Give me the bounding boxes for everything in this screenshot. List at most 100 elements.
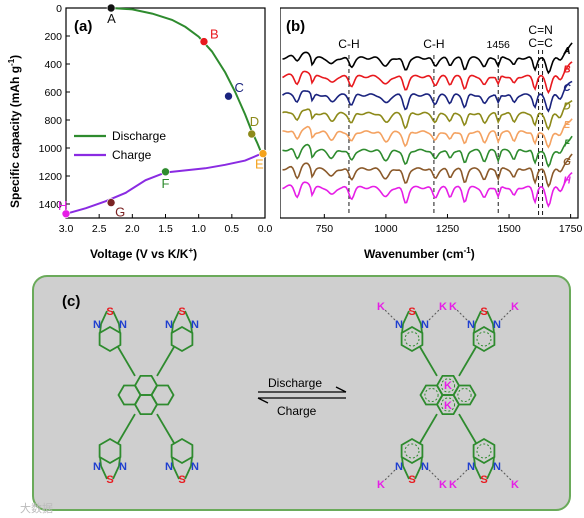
legend-charge-label: Charge [112, 148, 152, 162]
x-tick-label: 1.5 [158, 223, 173, 235]
scheme-panel-label: (c) [62, 293, 80, 310]
spectrum-label-e: E [564, 120, 571, 131]
chart-a-legend: Discharge Charge [74, 129, 166, 162]
band-label: C=N [528, 23, 552, 37]
band-label: C=C [528, 36, 553, 50]
x-tick-label: 0.0 [258, 223, 273, 235]
nitrogen-atom: N [421, 319, 429, 331]
sulfur-atom: S [106, 474, 113, 486]
thiadiazole-bond [184, 310, 192, 325]
aryl-linker-bond [156, 413, 175, 444]
point-e-marker [258, 149, 268, 158]
spectrum-b [282, 61, 573, 95]
spectrum-h [282, 171, 573, 208]
aryl-linker-bond [419, 413, 438, 444]
delocalized-ring [476, 331, 492, 347]
potassium-atom: K [377, 301, 385, 313]
point-c-marker [224, 91, 233, 101]
thiadiazole-bond [420, 323, 423, 334]
pyrene-ring [117, 384, 142, 406]
thiadiazole-bond [401, 323, 404, 334]
sulfur-atom: S [480, 306, 487, 318]
thiadiazole-bond [172, 465, 180, 480]
delocalized-ring [440, 397, 456, 412]
y-tick-label: 1400 [39, 199, 63, 211]
thiadiazole-bond [184, 465, 192, 480]
y-tick-label: 0 [56, 3, 62, 15]
nitrogen-atom: N [467, 461, 475, 473]
potassium-atom: K [511, 479, 519, 491]
band-label: C-H [423, 37, 444, 51]
thiadiazole-bond [100, 310, 108, 325]
aryl-linker-bond [419, 346, 438, 377]
spectrum-label-g: G [563, 157, 571, 168]
chart-a-x-ticks: 3.0 2.5 2.0 1.5 1.0 0.5 0.0 [59, 214, 273, 235]
sulfur-atom: S [408, 306, 415, 318]
x-tick-label: 2.0 [125, 223, 140, 235]
y-tick-label: 600 [44, 87, 62, 99]
thiadiazole-bond [99, 323, 102, 334]
nitrogen-atom: N [467, 319, 475, 331]
point-c-label: C [235, 80, 244, 95]
thiadiazole-bond [474, 465, 482, 480]
y-tick-label: 1000 [39, 143, 63, 155]
spectrum-g [282, 153, 573, 188]
benzothiadiazole-benzene-ring [472, 437, 496, 465]
aryl-linker-bond [117, 346, 136, 377]
x-tick-label: 1500 [497, 223, 521, 235]
watermark-text: 大数据 [20, 501, 53, 515]
thiadiazole-bond [473, 323, 476, 334]
x-tick-label: 1250 [436, 223, 460, 235]
pyrene-ring [419, 384, 444, 406]
spectrum-a [282, 42, 573, 75]
thiadiazole-bond [402, 310, 410, 325]
thiadiazole-bond [492, 323, 495, 334]
scheme-panel-c: (c) N NSN NSN NSN NS N NSK KN NSK KN NSK KN NSK KKK … [20, 275, 571, 515]
x-tick-label: 2.5 [92, 223, 107, 235]
chart-a-x-axis-label: Voltage (V vs K/K+) [90, 246, 197, 261]
sulfur-atom: S [408, 474, 415, 486]
nitrogen-atom: N [493, 461, 501, 473]
point-d-label: D [250, 114, 259, 129]
chart-b-x-ticks: 750 1000 1250 1500 1750 [316, 214, 582, 235]
delocalized-ring [440, 378, 456, 393]
spectrum-label-c: C [563, 83, 571, 94]
nitrogen-atom: N [493, 319, 501, 331]
point-b-label: B [210, 27, 219, 42]
benzothiadiazole-benzene-ring [170, 437, 194, 465]
potassium-atom: K [444, 400, 452, 412]
pyrene-ring [150, 384, 175, 406]
chart-a-panel-label: (a) [74, 18, 92, 35]
x-tick-label: 1.0 [191, 223, 206, 235]
thiadiazole-bond [401, 456, 404, 467]
chart-b-band-annotations: C-H C-H 1456 C=NC=C [338, 23, 553, 216]
sulfur-atom: S [106, 306, 113, 318]
thiadiazole-bond [171, 323, 174, 334]
spectrum-f [282, 135, 573, 168]
aryl-linker-bond [458, 346, 477, 377]
delocalized-ring [404, 443, 420, 459]
nitrogen-atom: N [191, 461, 199, 473]
chart-b-x-axis-label: Wavenumber (cm-1) [364, 246, 475, 261]
thiadiazole-bond [99, 456, 102, 467]
x-tick-label: 3.0 [59, 223, 74, 235]
equilibrium-arrows: Discharge Charge [257, 376, 347, 418]
chart-b-frame [280, 7, 579, 219]
thiadiazole-bond [118, 323, 121, 334]
sulfur-atom: S [178, 474, 185, 486]
arrow-discharge-label: Discharge [268, 376, 322, 390]
point-g-label: G [115, 205, 125, 220]
spectrum-label-a: A [562, 46, 570, 57]
y-tick-label: 200 [44, 31, 62, 43]
molecule-discharged-state: N NSK KN NSK KN NSK KN NSK KKK [377, 301, 519, 491]
spectrum-label-d: D [563, 102, 570, 113]
thiadiazole-bond [190, 456, 193, 467]
thiadiazole-bond [486, 465, 494, 480]
thiadiazole-bond [414, 310, 422, 325]
point-h-label: H [58, 198, 67, 213]
sulfur-atom: S [480, 474, 487, 486]
spectrum-c [282, 80, 573, 113]
thiadiazole-bond [486, 310, 494, 325]
pyrene-ring [452, 384, 477, 406]
